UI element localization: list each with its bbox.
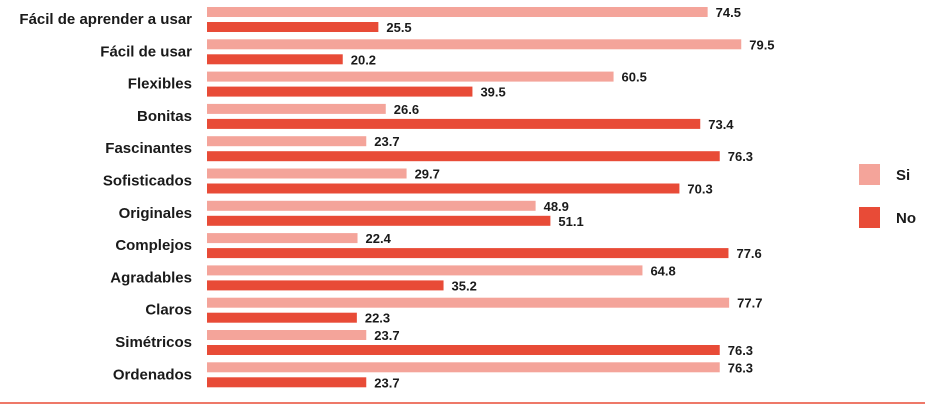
value-label: 77.6	[736, 246, 761, 261]
value-label: 60.5	[622, 70, 647, 85]
bar-no	[207, 345, 720, 355]
bar-si	[207, 136, 367, 147]
value-label: 20.2	[351, 52, 376, 67]
bar-si	[207, 168, 407, 179]
value-label: 70.3	[687, 182, 712, 197]
value-label: 22.4	[366, 231, 392, 246]
bar-si	[207, 200, 536, 211]
bar-no	[207, 280, 444, 291]
value-label: 25.5	[386, 20, 411, 35]
value-label: 76.3	[728, 343, 753, 358]
category-label: Sofisticados	[103, 173, 192, 190]
value-label: 22.3	[365, 311, 390, 326]
value-label: 48.9	[544, 199, 569, 214]
bar-no	[207, 312, 357, 323]
bar-no	[207, 377, 367, 388]
value-label: 39.5	[480, 85, 505, 100]
bar-si	[207, 362, 720, 373]
value-label: 76.3	[728, 149, 753, 164]
bar-si	[207, 297, 730, 308]
category-label: Fascinantes	[105, 140, 192, 157]
value-label: 35.2	[452, 278, 477, 293]
bar-no	[207, 54, 343, 65]
value-label: 26.6	[394, 102, 419, 117]
category-label: Agradables	[110, 269, 192, 286]
bar-no	[207, 215, 551, 226]
bar-no	[207, 183, 680, 194]
value-label: 77.7	[737, 296, 762, 311]
category-label: Ordenados	[113, 366, 192, 383]
category-label: Simétricos	[115, 334, 192, 351]
category-label: Fácil de aprender a usar	[19, 11, 192, 28]
value-label: 23.7	[374, 134, 399, 149]
bar-si	[207, 71, 614, 82]
category-label: Fácil de usar	[100, 43, 192, 60]
bars	[207, 7, 742, 388]
value-label: 64.8	[650, 263, 675, 278]
bar-no	[207, 22, 379, 32]
bar-no	[207, 86, 473, 97]
bar-si	[207, 103, 386, 114]
value-label: 29.7	[415, 167, 440, 182]
value-label: 79.5	[749, 37, 774, 52]
value-label: 23.7	[374, 375, 399, 390]
value-label: 76.3	[728, 360, 753, 375]
bar-no	[207, 118, 701, 129]
bar-si	[207, 330, 367, 340]
bar-si	[207, 39, 742, 50]
bar-si	[207, 233, 358, 244]
value-label: 23.7	[374, 328, 399, 343]
bar-si	[207, 7, 708, 17]
category-label: Claros	[145, 302, 192, 319]
value-label: 74.5	[716, 5, 741, 20]
bar-si	[207, 265, 643, 276]
category-label: Originales	[119, 205, 192, 222]
category-label: Bonitas	[137, 108, 192, 125]
bar-no	[207, 151, 720, 162]
legend: Si No	[859, 164, 916, 228]
legend-label: No	[896, 210, 916, 227]
bar-no	[207, 248, 729, 259]
category-labels: Fácil de aprender a usar Fácil de usar Fle…	[19, 11, 192, 383]
legend-label: Si	[896, 167, 910, 184]
legend-swatch-no	[859, 207, 880, 228]
category-label: Complejos	[115, 237, 192, 254]
value-labels: 74.5 25.5 79.5 20.2 60.5 39.5 26.6 73.4 23.7 76.3…	[351, 5, 775, 390]
category-label: Flexibles	[128, 76, 192, 93]
legend-swatch-si	[859, 164, 880, 185]
value-label: 51.1	[558, 214, 583, 229]
value-label: 73.4	[708, 117, 734, 132]
